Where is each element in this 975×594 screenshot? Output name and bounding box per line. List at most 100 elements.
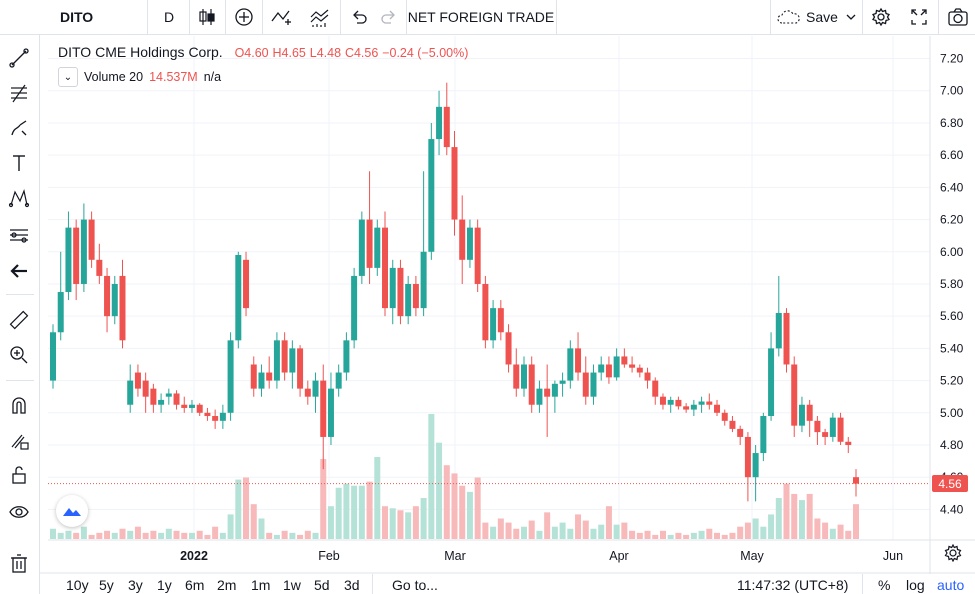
ruler-icon[interactable] [4, 305, 34, 335]
candle-body [88, 219, 95, 260]
pattern-icon[interactable] [4, 183, 34, 213]
candle-body [636, 367, 643, 373]
candle-body [613, 356, 620, 378]
candle-body [335, 372, 342, 389]
candle-body [258, 372, 265, 389]
volume-bar [304, 530, 311, 539]
range-3y[interactable]: 3y [128, 577, 143, 593]
range-5y[interactable]: 5y [99, 577, 114, 593]
candle-body [829, 417, 836, 437]
volume-bar [629, 530, 636, 539]
back-arrow-icon[interactable] [4, 256, 34, 286]
volume-bar [88, 534, 95, 539]
range-1w[interactable]: 1w [283, 577, 301, 593]
candle-body [173, 393, 180, 405]
range-10y[interactable]: 10y [66, 577, 89, 593]
clock-label[interactable]: 11:47:32 (UTC+8) [737, 577, 849, 593]
candle-body [351, 275, 358, 341]
volume-bar [235, 479, 242, 539]
volume-bar [250, 504, 257, 539]
volume-bar [374, 457, 381, 539]
candle-body [822, 432, 829, 437]
candle-body [706, 401, 713, 405]
candle-body [127, 380, 134, 405]
y-tick-label: 5.20 [940, 374, 964, 388]
goto-button[interactable]: Go to... [392, 577, 438, 593]
tradingview-logo-icon[interactable] [56, 495, 88, 527]
candle-body [621, 356, 628, 365]
range-1y[interactable]: 1y [157, 577, 172, 593]
prediction-icon[interactable] [4, 220, 34, 250]
y-tick-label: 7.00 [940, 84, 964, 98]
chart-legend: DITO CME Holdings Corp. O4.60 H4.65 L4.4… [58, 44, 468, 60]
candle-body [382, 227, 389, 309]
range-3d[interactable]: 3d [344, 577, 360, 593]
undo-icon[interactable] [342, 0, 376, 34]
chevron-down-icon [846, 14, 856, 20]
candle-body [520, 364, 527, 389]
candle-body [752, 453, 759, 478]
candle-body [744, 436, 751, 478]
fullscreen-icon[interactable] [900, 0, 938, 34]
unlock-icon[interactable] [4, 460, 34, 490]
volume-bar [798, 500, 805, 539]
trash-icon[interactable] [4, 548, 34, 578]
interval-button[interactable]: D [149, 0, 190, 34]
y-tick-label: 6.80 [940, 116, 964, 130]
eye-icon[interactable] [4, 497, 34, 527]
candle-body [134, 372, 141, 389]
volume-bar [266, 532, 273, 539]
candle-body [505, 332, 512, 365]
range-2m[interactable]: 2m [217, 577, 237, 593]
axis-settings-icon[interactable] [944, 543, 962, 567]
candle-body [165, 393, 172, 397]
volume-bar [497, 518, 504, 539]
candle-body [181, 404, 188, 408]
save-button[interactable]: Save [770, 0, 863, 34]
volume-bar [636, 532, 643, 539]
volume-bar [791, 493, 798, 539]
volume-bar [150, 530, 157, 539]
log-toggle[interactable]: log [906, 577, 925, 593]
volume-bar [366, 481, 373, 539]
volume-bar [173, 530, 180, 539]
volume-bar [683, 534, 690, 539]
bottom-toolbar: 10y 5y 3y 1y 6m 2m 1m 1w 5d 3d Go to... … [40, 574, 975, 594]
range-1m[interactable]: 1m [251, 577, 271, 593]
symbol-search[interactable]: DITO [48, 0, 148, 34]
range-6m[interactable]: 6m [185, 577, 205, 593]
candle-body [250, 364, 257, 389]
candle-body [397, 267, 404, 317]
range-5d[interactable]: 5d [314, 577, 330, 593]
add-indicator-icon[interactable] [226, 0, 263, 34]
indicators-icon[interactable] [300, 0, 341, 34]
trend-line-icon[interactable] [4, 43, 34, 73]
brush-icon[interactable] [4, 113, 34, 143]
magnet-icon[interactable] [4, 390, 34, 420]
volume-bar [714, 532, 721, 539]
candle-body [304, 388, 311, 397]
indicator-name-button[interactable]: NET FOREIGN TRADE [406, 0, 557, 34]
volume-bar [181, 532, 188, 539]
lock-drawing-icon[interactable] [4, 425, 34, 455]
camera-icon[interactable] [938, 0, 975, 34]
collapse-chevron-icon[interactable]: ⌄ [58, 67, 78, 87]
candle-body [227, 340, 234, 413]
x-tick-label: Apr [609, 549, 628, 563]
fib-retracement-icon[interactable] [4, 78, 34, 108]
candle-body [212, 416, 219, 421]
candles-icon[interactable] [189, 0, 226, 34]
auto-toggle[interactable]: auto [937, 577, 965, 593]
y-tick-label: 4.80 [940, 438, 964, 452]
percent-toggle[interactable]: % [878, 577, 891, 593]
candle-body [297, 348, 304, 389]
compare-icon[interactable] [263, 0, 299, 34]
zoom-in-icon[interactable] [4, 340, 34, 370]
volume-bar [721, 534, 728, 539]
settings-icon[interactable] [862, 0, 899, 34]
candle-body [366, 219, 373, 268]
y-tick-label: 6.60 [940, 148, 964, 162]
text-tool-icon[interactable] [4, 148, 34, 178]
redo-icon[interactable] [372, 0, 407, 34]
